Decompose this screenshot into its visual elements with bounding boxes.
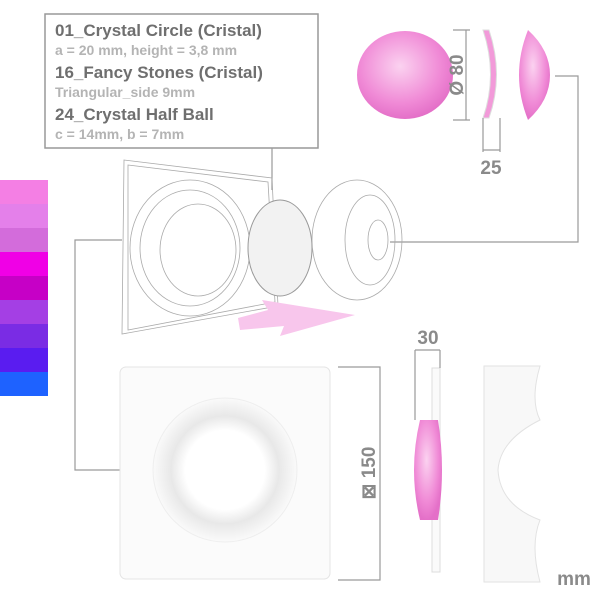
- dimension-line: [338, 366, 381, 581]
- item-name: 16_Fancy Stones (Cristal): [55, 63, 263, 82]
- plate-back: [483, 365, 541, 583]
- item-detail: c = 14mm, b = 7mm: [55, 126, 184, 142]
- crystal-side: [482, 29, 497, 119]
- crystal-front: [357, 31, 453, 119]
- dimension-label: ⊠ 150: [359, 447, 380, 500]
- wireframe-assembly: [121, 159, 403, 336]
- item-detail: Triangular_side 9mm: [55, 84, 195, 100]
- dimension-line: [453, 29, 501, 152]
- item-name: 24_Crystal Half Ball: [55, 105, 214, 124]
- dimension-label: Ø 80: [447, 54, 468, 95]
- crystal-side: [519, 30, 550, 120]
- crystal-in-plate: [414, 420, 442, 520]
- dimension-label: 25: [480, 158, 502, 179]
- dimension-label: 30: [417, 328, 438, 349]
- item-detail: a = 20 mm, height = 3,8 mm: [55, 42, 237, 58]
- unit-label: mm: [557, 569, 591, 590]
- plate-opening: [152, 397, 298, 543]
- color-swatches: [0, 180, 48, 396]
- item-name: 01_Crystal Circle (Cristal): [55, 21, 262, 40]
- dimension-line: [414, 349, 441, 420]
- spec-box: [44, 13, 319, 149]
